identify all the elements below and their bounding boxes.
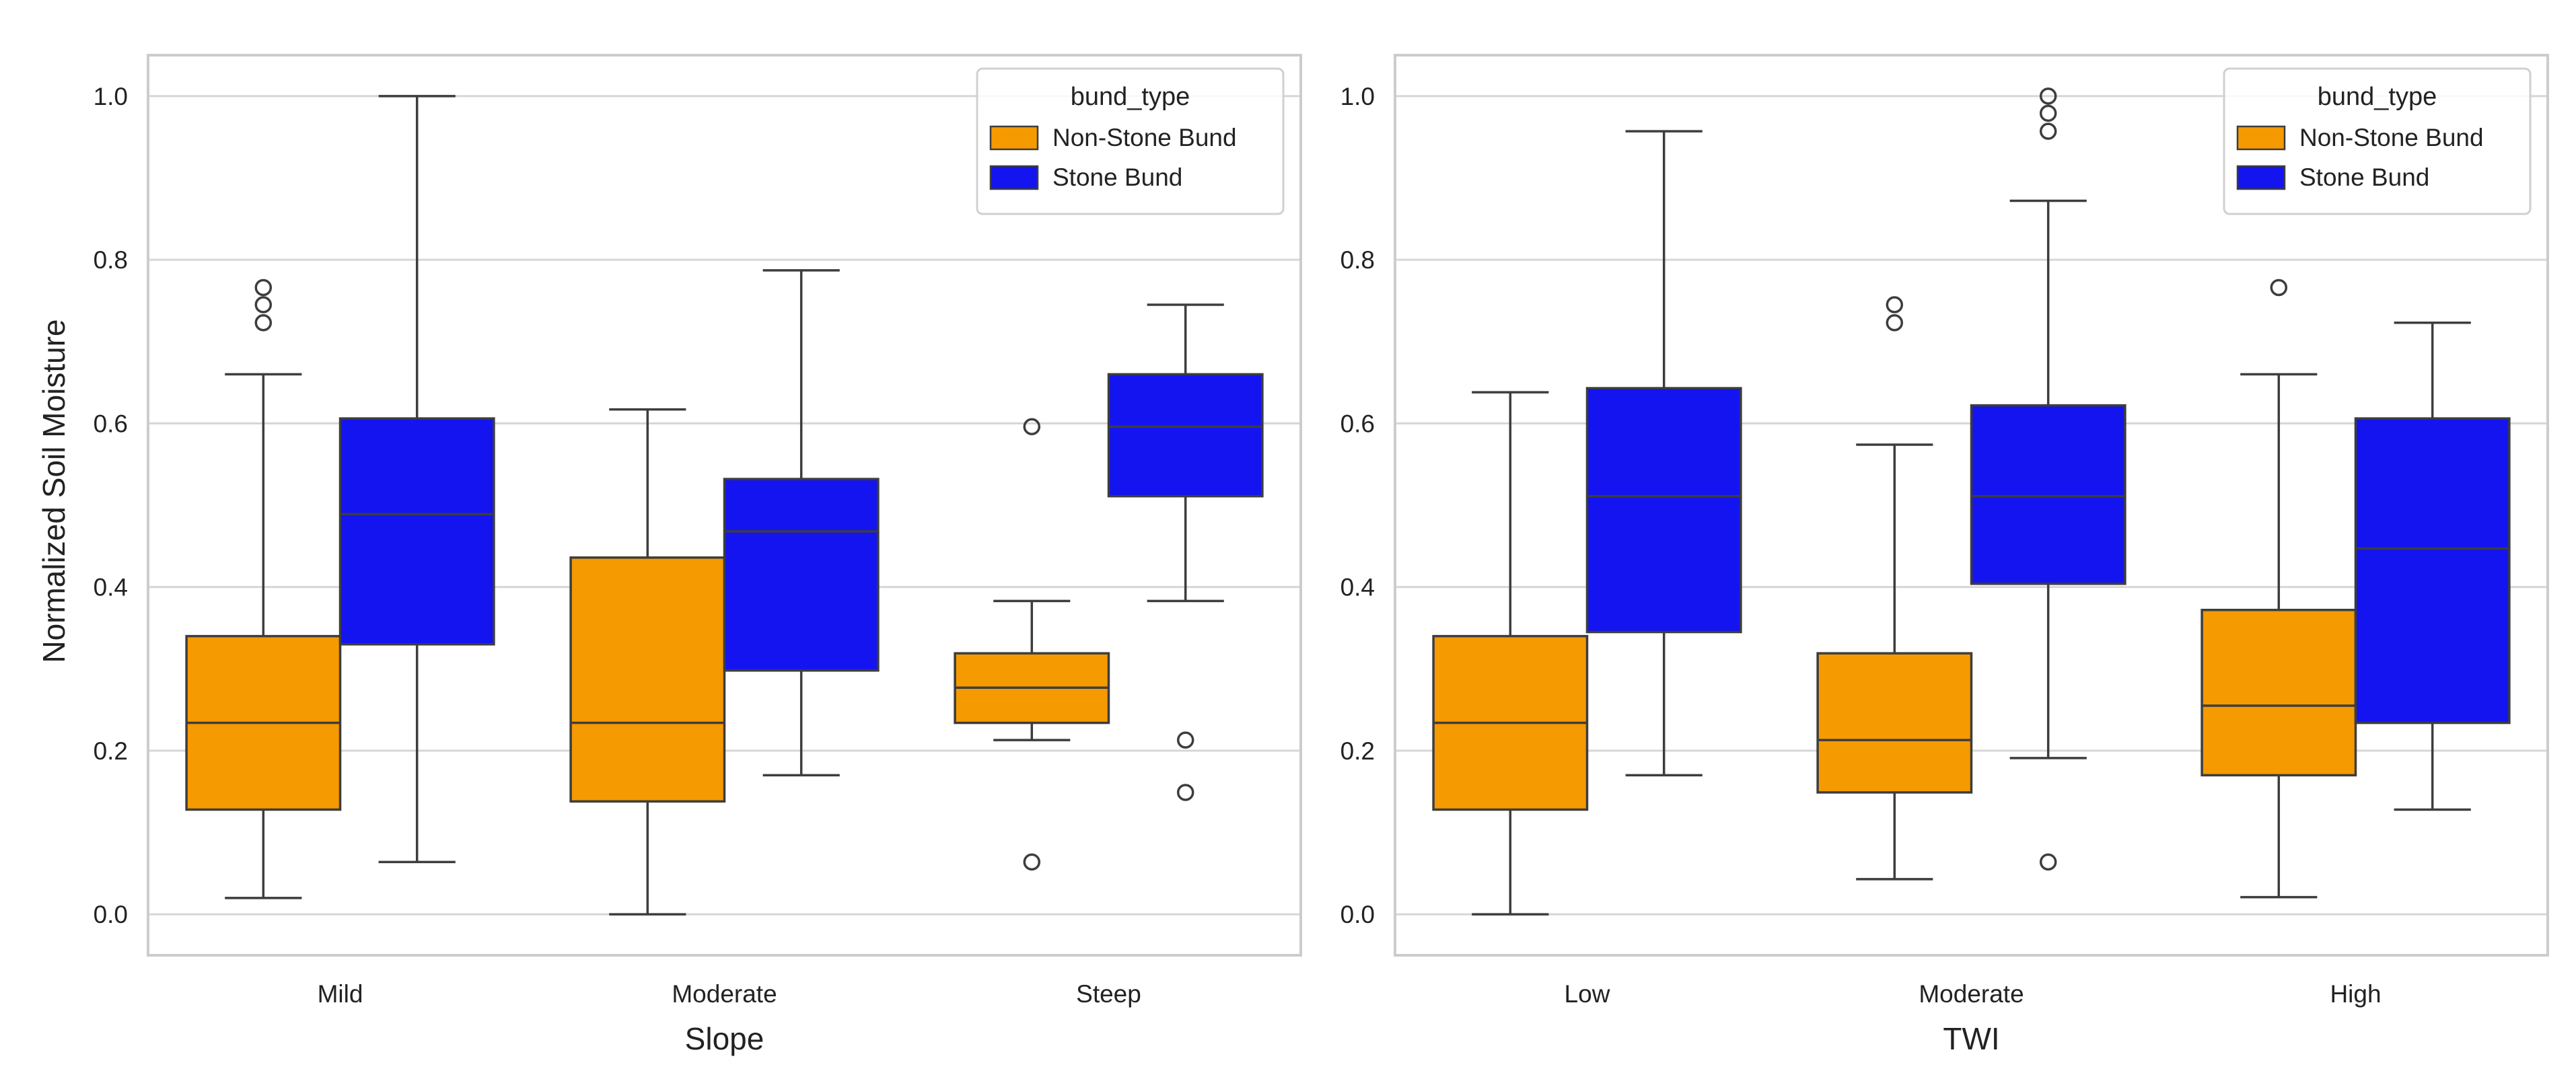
legend-title: bund_type	[2318, 83, 2437, 111]
legend-label: Stone Bund	[2299, 163, 2429, 191]
y-tick-label: 0.2	[1340, 737, 1375, 765]
x-tick-label: Moderate	[672, 980, 777, 1008]
x-tick-label: Moderate	[1919, 980, 2024, 1008]
x-tick-label: Steep	[1076, 980, 1141, 1008]
x-tick-label: Low	[1565, 980, 1610, 1008]
box	[1970, 404, 2126, 585]
legend-swatch	[2236, 165, 2286, 190]
box	[723, 478, 880, 672]
outlier-point	[2039, 853, 2057, 871]
legend-label: Non-Stone Bund	[2299, 124, 2484, 151]
legend-swatch	[2236, 125, 2286, 151]
outlier-point	[2039, 122, 2057, 140]
y-axis-label: Normalized Soil Moisture	[36, 319, 71, 663]
outlier-point	[1176, 731, 1194, 749]
box	[1816, 652, 1973, 794]
outlier-point	[2039, 87, 2057, 105]
legend-box	[2223, 67, 2532, 215]
box	[569, 556, 726, 803]
outlier-point	[254, 279, 273, 297]
box	[1585, 387, 1742, 634]
x-axis-label: TWI	[1943, 1021, 1999, 1056]
x-tick-label: Mild	[318, 980, 363, 1008]
legend-swatch	[989, 165, 1039, 190]
outlier-point	[2039, 104, 2057, 122]
legend-title: bund_type	[1071, 83, 1190, 111]
plot-frame	[1394, 54, 2549, 957]
plot-frame	[147, 54, 1302, 957]
y-tick-label: 0.6	[1340, 410, 1375, 437]
y-tick-label: 0.8	[94, 246, 128, 274]
box	[2354, 417, 2511, 725]
x-axis-label: Slope	[685, 1021, 764, 1056]
y-tick-label: 0.4	[94, 574, 128, 601]
outlier-point	[1023, 853, 1041, 871]
y-tick-label: 1.0	[94, 83, 128, 110]
x-tick-label: High	[2330, 980, 2381, 1008]
twi-panel: 0.0 0.2 0.4 0.6 0.8 1.0 Low Moderate High TWI bund…	[1340, 54, 2549, 1056]
legend-label: Non-Stone Bund	[1052, 124, 1237, 151]
y-tick-label: 0.6	[94, 410, 128, 437]
legend-swatch	[989, 125, 1039, 151]
legend-label: Stone Bund	[1052, 163, 1182, 191]
slope-panel: 0.0 0.2 0.4 0.6 0.8 1.0 Mild Moderate Steep Slope…	[94, 54, 1302, 1056]
outlier-point	[1886, 296, 1904, 313]
box	[2201, 608, 2357, 777]
outlier-point	[254, 314, 273, 332]
outlier-point	[1023, 418, 1041, 435]
box	[1107, 373, 1264, 498]
y-tick-label: 0.4	[1340, 574, 1375, 601]
outlier-point	[254, 296, 273, 313]
y-tick-label: 0.8	[1340, 246, 1375, 274]
y-tick-label: 0.0	[1340, 901, 1375, 928]
y-tick-label: 1.0	[1340, 83, 1375, 110]
outlier-point	[1886, 314, 1904, 332]
outlier-point	[2270, 279, 2288, 297]
y-tick-label: 0.0	[94, 901, 128, 928]
box	[338, 417, 495, 646]
legend-box	[976, 67, 1285, 215]
outlier-point	[1176, 784, 1194, 801]
y-tick-label: 0.2	[94, 737, 128, 765]
